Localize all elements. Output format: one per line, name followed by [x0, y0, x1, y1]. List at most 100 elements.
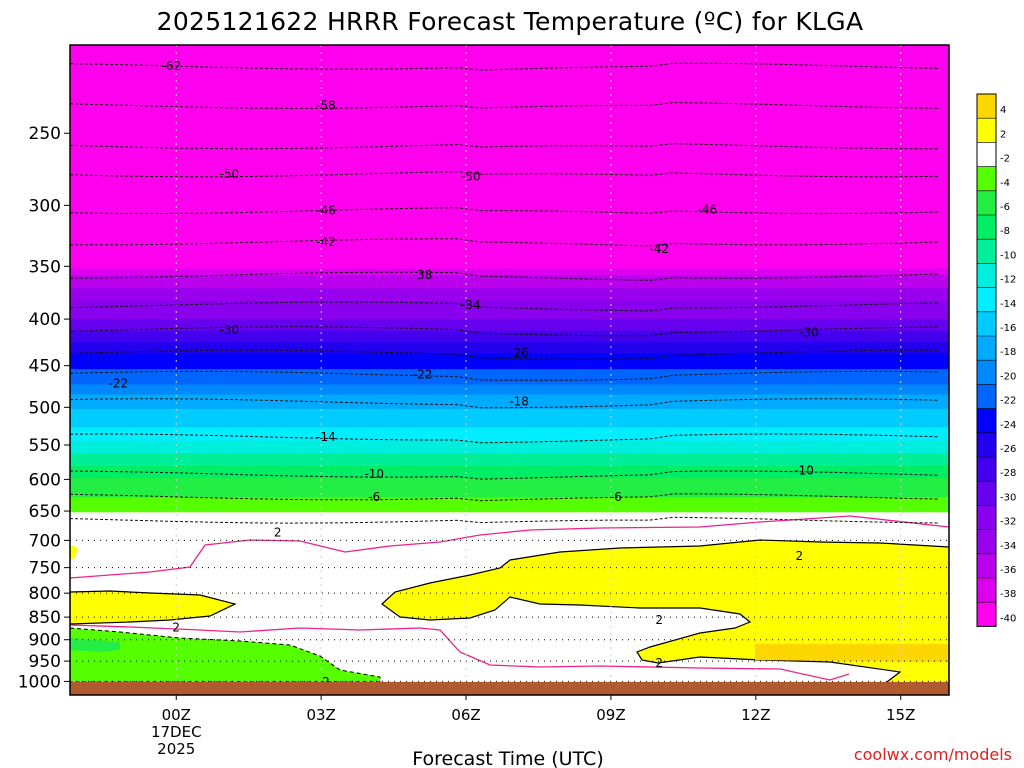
temperature-band: [70, 394, 949, 400]
temperature-band: [70, 123, 949, 134]
colorbar-tick-label: -24: [1000, 420, 1016, 431]
contour-label: -46: [316, 204, 336, 218]
temperature-band: [70, 457, 949, 463]
contour-label: -30: [799, 326, 819, 340]
x-tick-label: 15Z: [886, 706, 915, 724]
temperature-band: [70, 169, 949, 179]
y-tick-label: 650: [29, 502, 61, 522]
x-tick-label: 03Z: [306, 706, 335, 724]
contour-label: -10: [364, 467, 384, 481]
y-tick-label: 800: [29, 584, 61, 604]
temperature-band: [70, 523, 949, 528]
temperature-band: [70, 536, 949, 541]
colder-core: [70, 638, 120, 652]
temperature-band: [70, 418, 949, 424]
colorbar-swatch: [977, 118, 996, 143]
temperature-band: [70, 489, 949, 495]
temperature-band: [70, 413, 949, 419]
temperature-band: [70, 353, 949, 360]
temperature-band: [70, 644, 949, 648]
temperature-band: [70, 611, 949, 615]
temperature-band: [70, 515, 949, 521]
temperature-band: [70, 504, 949, 510]
contour-label: -10: [794, 464, 814, 478]
isotherm-line: [70, 326, 940, 337]
temperature-band: [70, 453, 949, 459]
temperature-band: [70, 431, 949, 437]
colorbar-tick-label: -26: [1000, 444, 1016, 455]
temperature-band: [70, 281, 949, 289]
zero-isotherm-upper: [70, 515, 949, 579]
temperature-band: [70, 608, 949, 613]
temperature-band: [70, 619, 949, 624]
contour-label: 2: [655, 656, 663, 670]
zero-isotherm-lower: [70, 624, 850, 681]
temperature-band: [70, 597, 949, 601]
colorbar-swatch: [977, 505, 996, 530]
temperature-band: [70, 288, 949, 296]
temperature-band: [70, 519, 949, 524]
contour-label: -6: [610, 490, 622, 504]
contour-label: -30: [220, 323, 240, 337]
contour-label: -26: [509, 346, 529, 360]
colorbar-swatch: [977, 215, 996, 240]
y-tick-label: 1000: [18, 672, 61, 692]
temperature-band: [70, 676, 949, 680]
temperature-band: [70, 436, 949, 442]
colorbar-swatch: [977, 360, 996, 385]
contour-labels: -62-58-50 -50-46 -46-42-42-38-34-30 -30-26-…: [108, 59, 818, 689]
isotherm-line: [70, 301, 940, 312]
temperature-band: [70, 654, 949, 658]
temperature-band: [70, 512, 949, 517]
contour-label: -50: [220, 167, 240, 181]
temperature-band: [70, 151, 949, 162]
pressure-gridlines: [70, 539, 949, 682]
contour-label: 2: [655, 613, 663, 627]
colorbar-swatch: [977, 336, 996, 361]
colorbar-swatch: [977, 142, 996, 167]
chart-title: 2025121622 HRRR Forecast Temperature (ºC…: [157, 7, 864, 36]
contour-label: -18: [509, 395, 529, 409]
temperature-band: [70, 547, 949, 552]
temperature-band: [70, 497, 949, 502]
colorbar-swatch: [977, 408, 996, 433]
temperature-bands: [70, 45, 949, 695]
temperature-band: [70, 358, 949, 365]
plot-frame: [69, 44, 950, 696]
colorbar-tick-label: -36: [1000, 565, 1016, 576]
temperature-band: [70, 671, 949, 675]
temperature-band: [70, 342, 949, 349]
temperature-band: [70, 379, 949, 386]
x-tick-year-label: 2025: [157, 740, 195, 758]
temperature-band: [70, 369, 949, 375]
colorbar-swatch: [977, 457, 996, 482]
colorbar-tick-label: -30: [1000, 492, 1016, 503]
colorbar-tick-label: -38: [1000, 589, 1016, 600]
colorbar-tick-label: -6: [1000, 202, 1010, 213]
temperature-band: [70, 674, 949, 678]
temperature-band: [70, 294, 949, 302]
below-freezing-surface-region: [70, 627, 381, 683]
plot-area: -62-58-50 -50-46 -46-42-42-38-34-30 -30-26-…: [70, 45, 949, 695]
temperature-band: [70, 384, 949, 391]
colorbar-tick-label: -12: [1000, 275, 1016, 286]
isotherm-line: [70, 433, 940, 444]
x-tick-label: 00Z: [162, 706, 191, 724]
temperature-band: [70, 336, 949, 343]
contour-label: -38: [413, 268, 433, 282]
temperature-band: [70, 194, 949, 204]
temperature-band: [70, 178, 949, 188]
temperature-band: [70, 659, 949, 663]
temperature-band: [70, 210, 949, 219]
y-tick-label: 450: [29, 357, 61, 377]
temperature-band: [70, 233, 949, 242]
temperature-band: [70, 71, 949, 84]
colorbar-swatch: [977, 481, 996, 506]
y-tick-label: 600: [29, 470, 61, 490]
colorbar-tick-label: -34: [1000, 541, 1016, 552]
colorbar-tick-label: -20: [1000, 371, 1016, 382]
temperature-band: [70, 636, 949, 640]
temperature-band: [70, 478, 949, 483]
